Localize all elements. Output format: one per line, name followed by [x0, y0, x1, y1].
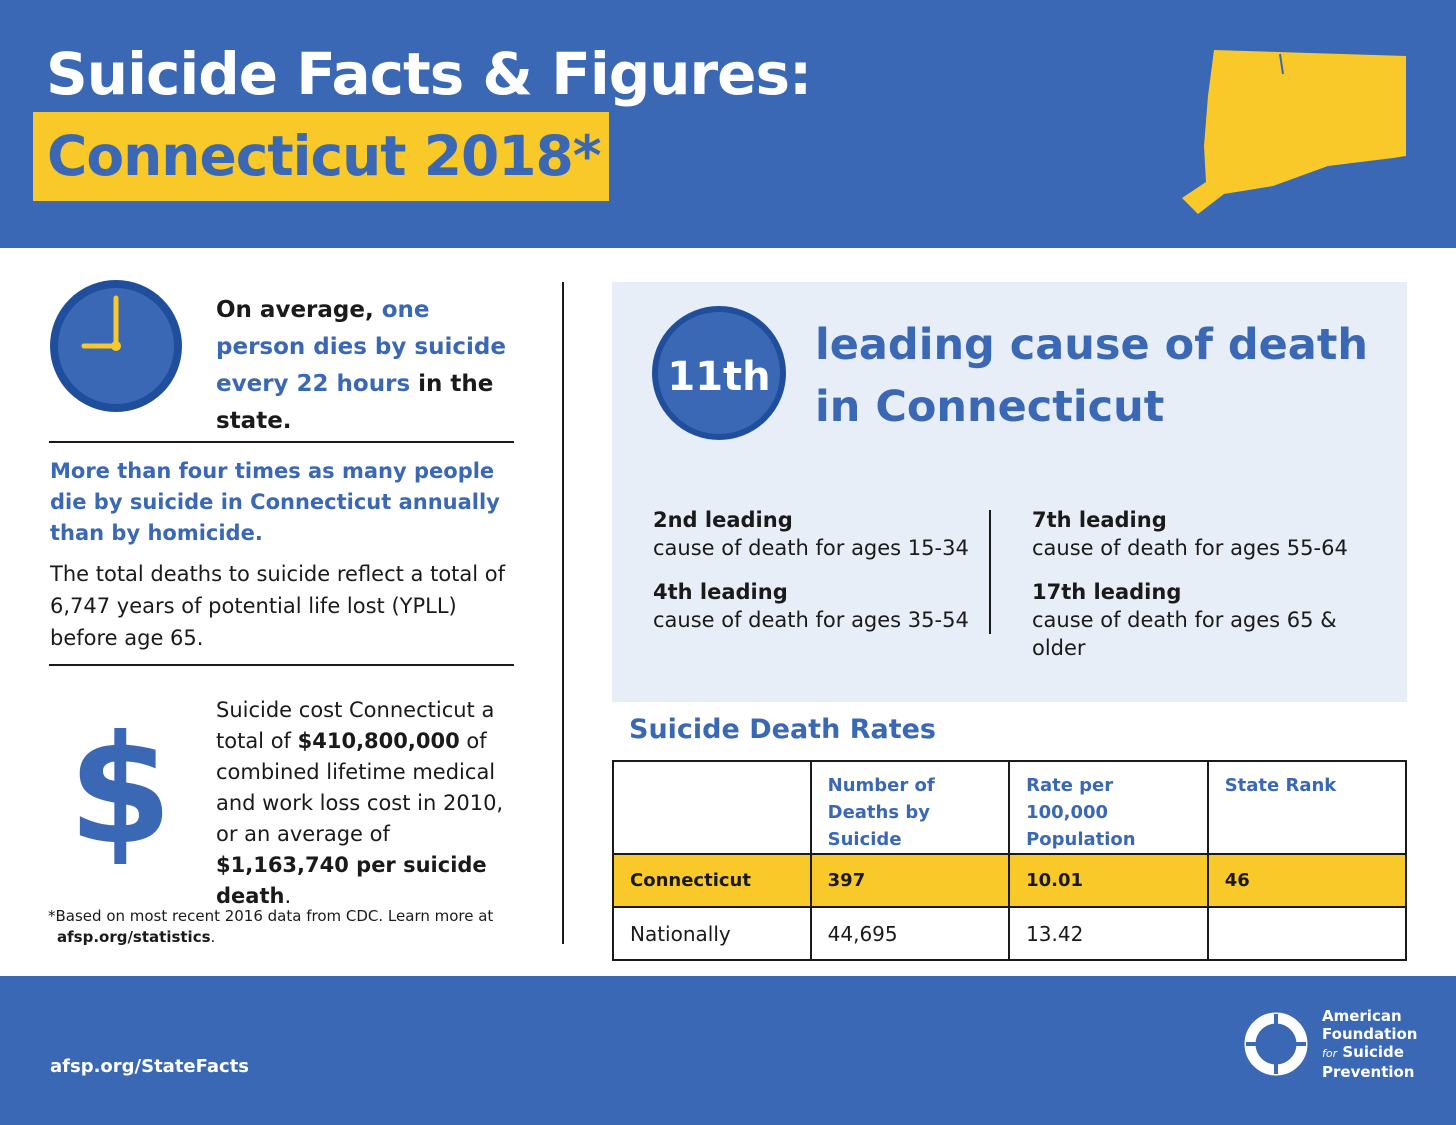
state-facts-link[interactable]: afsp.org/StateFacts [50, 1056, 250, 1077]
age-group-rank: 7th leading [1032, 508, 1167, 532]
age-group-label: cause of death for ages 55-64 [1032, 536, 1348, 560]
age-group-label: cause of death for ages 15-34 [653, 536, 969, 560]
fact-cost-text: of combined lifetime medical and work lo… [216, 729, 504, 846]
page-title: Suicide Facts & Figures: [46, 40, 812, 108]
age-group-item: 4th leading cause of death for ages 35-5… [653, 578, 1013, 634]
fact-homicide-comparison: More than four times as many people die … [50, 459, 500, 545]
age-group-item: 2nd leading cause of death for ages 15-3… [653, 506, 1013, 562]
age-group-rank: 4th leading [653, 580, 788, 604]
table-header-row: Number of Deaths by Suicide Rate per 100… [612, 760, 1408, 855]
logo-text-line: American [1322, 1007, 1402, 1025]
fact-ypll: The total deaths to suicide reflect a to… [50, 562, 506, 650]
rates-table: Number of Deaths by Suicide Rate per 100… [612, 760, 1408, 961]
table-row-national: Nationally 44,695 13.42 [612, 906, 1408, 961]
table-cell: 46 [1206, 853, 1408, 908]
divider-line [49, 441, 514, 443]
left-column: On average, one person dies by suicide e… [0, 248, 560, 978]
fact-cost-total: $410,800,000 [297, 729, 460, 753]
logo-text-line: for Suicide [1322, 1043, 1417, 1063]
page-subtitle: Connecticut 2018* [47, 124, 602, 188]
fact-cost: Suicide cost Connecticut a total of $410… [216, 695, 516, 912]
fact-frequency-tail: in the state. [216, 371, 494, 434]
subtitle-highlight: Connecticut 2018* [33, 112, 609, 201]
table-cell: 13.42 [1008, 906, 1209, 961]
footer-banner: afsp.org/StateFacts American Foundation … [0, 976, 1456, 1125]
life-ring-icon [1244, 1012, 1308, 1076]
table-header-cell: Rate per 100,000 Population [1008, 760, 1209, 855]
table-cell: 397 [809, 853, 1011, 908]
table-cell: Nationally [612, 906, 812, 961]
panel-divider [989, 510, 991, 634]
logo-text-suicide: Suicide [1342, 1043, 1404, 1061]
fact-frequency-lead: On average, [216, 297, 382, 323]
rank-description-line: leading cause of death [815, 320, 1368, 370]
fact-cost-text: Suicide cost Connecticut a total of [216, 698, 495, 753]
divider-line [49, 664, 514, 666]
afsp-logo-text: American Foundation for Suicide Preventi… [1322, 1007, 1417, 1081]
age-group-label: cause of death for ages 35-54 [653, 608, 969, 632]
table-cell [1206, 906, 1408, 961]
fact-cost-text: . [284, 884, 292, 908]
footnote-link[interactable]: afsp.org/statistics [57, 928, 211, 946]
fact-frequency: On average, one person dies by suicide e… [216, 292, 526, 440]
table-cell: 44,695 [809, 906, 1011, 961]
rank-number: 11th [667, 354, 771, 400]
logo-text-line: Prevention [1322, 1063, 1415, 1081]
age-group-rank: 17th leading [1032, 580, 1182, 604]
column-divider [562, 282, 564, 944]
leading-cause-panel: 11th leading cause of death in Connectic… [612, 282, 1407, 702]
rates-table-title: Suicide Death Rates [629, 714, 936, 745]
dollar-icon: $ [68, 704, 173, 878]
fact-cost-average: $1,163,740 per suicide death [216, 853, 487, 908]
table-cell: 10.01 [1008, 853, 1209, 908]
connecticut-state-shape-icon [1182, 50, 1406, 214]
footnote-text: *Based on most recent 2016 data from CDC… [48, 907, 494, 925]
table-header-cell [612, 760, 812, 855]
table-row-state: Connecticut 397 10.01 46 [612, 853, 1408, 908]
footnote-end: . [210, 928, 216, 946]
age-group-item: 7th leading cause of death for ages 55-6… [1032, 506, 1392, 562]
age-group-rank: 2nd leading [653, 508, 793, 532]
table-header-cell: State Rank [1206, 760, 1408, 855]
age-group-label: cause of death for ages 65 & older [1032, 608, 1337, 660]
clock-icon [50, 280, 182, 412]
footnote: *Based on most recent 2016 data from CDC… [48, 906, 528, 948]
age-group-item: 17th leading cause of death for ages 65 … [1032, 578, 1392, 662]
rank-badge: 11th [652, 306, 786, 440]
table-header-cell: Number of Deaths by Suicide [809, 760, 1011, 855]
fact-frequency-highlight: one person dies by suicide every 22 hour… [216, 297, 506, 397]
logo-text-for: for [1322, 1047, 1338, 1060]
header-banner: Suicide Facts & Figures: Connecticut 201… [0, 0, 1456, 248]
rank-description-line: in Connecticut [815, 382, 1165, 432]
table-cell: Connecticut [612, 853, 812, 908]
rank-description: leading cause of death in Connecticut [815, 314, 1375, 438]
logo-text-line: Foundation [1322, 1025, 1418, 1043]
